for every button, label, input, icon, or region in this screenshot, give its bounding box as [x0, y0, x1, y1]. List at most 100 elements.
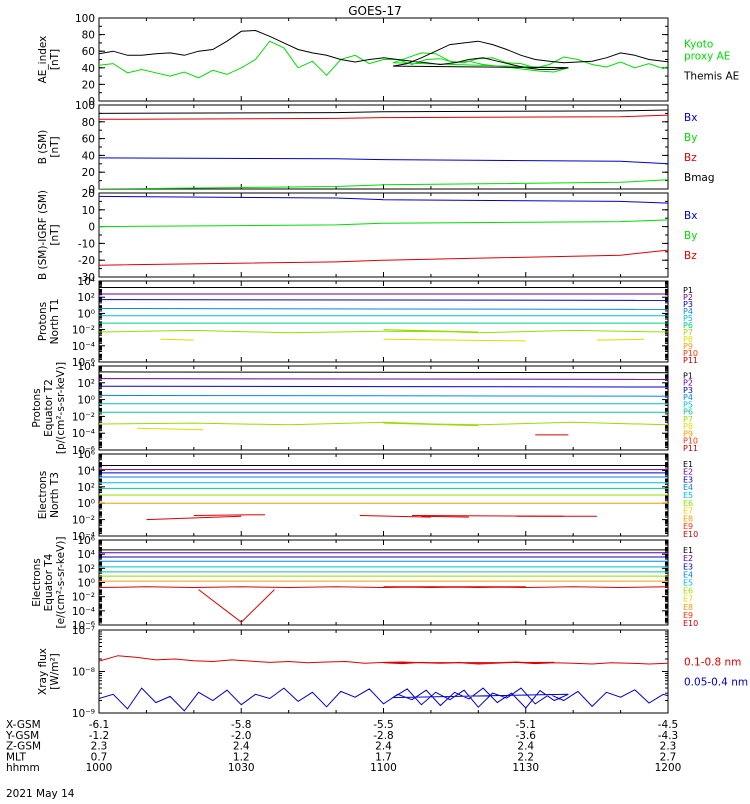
x-axis-row-value: 1030: [228, 762, 255, 774]
legend-entry: E5: [683, 491, 693, 500]
x-axis-row-value: -6.1: [89, 719, 110, 731]
y-tick-label: 10⁻⁶: [72, 357, 95, 369]
x-axis-row-value: -5.1: [516, 719, 537, 731]
legend-entry: P6: [683, 321, 693, 330]
legend-entry: E7: [683, 507, 693, 516]
series-p8-segment: [160, 338, 194, 341]
series-by-line: [99, 179, 668, 189]
y-tick-label: 10⁴: [77, 549, 95, 561]
y-axis-label: B (SM)-IGRF (SM): [37, 190, 49, 280]
legend-entry: P7: [683, 415, 693, 424]
plot-area: [99, 195, 668, 266]
series-p3-line: [99, 385, 668, 388]
y-tick-label: 10⁶: [77, 449, 95, 461]
series-p4-line: [99, 308, 668, 310]
x-axis-row-value: 2.7: [660, 751, 677, 763]
series-p1-line: [99, 371, 668, 374]
y-tick-label: 60: [82, 134, 95, 146]
series-0-05-0-4-nm-line: [99, 687, 668, 712]
x-axis-row-value: 2.2: [517, 751, 534, 763]
series-e9-segment: [421, 515, 469, 518]
legend-entry: Bx: [684, 112, 697, 124]
y-tick-label: 10⁰: [77, 308, 95, 320]
legend-entry: P6: [683, 408, 693, 417]
series-by-line: [99, 219, 668, 228]
legend-entry: P9: [683, 342, 693, 351]
y-tick-label: -10: [78, 238, 95, 250]
y-tick-label: 10⁻²: [72, 325, 95, 337]
y-axis-label: Xray flux: [37, 648, 49, 695]
chart-title: GOES-17: [348, 4, 402, 18]
y-tick-label: 10: [82, 205, 95, 217]
y-axis-label: [nT]: [49, 49, 61, 70]
x-axis-row-value: 2.3: [91, 741, 108, 753]
legend-entry: E8: [683, 514, 693, 523]
plot-area: [99, 371, 668, 436]
x-axis-row-value: -5.5: [373, 719, 394, 731]
legend-entry: P11: [683, 356, 698, 365]
y-tick-label: 10⁻⁶: [72, 620, 95, 632]
series-bx-line: [99, 157, 668, 165]
legend-entry: P10: [683, 349, 698, 358]
legend-entry: E7: [683, 595, 693, 604]
y-tick-label: 0: [88, 184, 95, 196]
series-p8-segment: [596, 338, 645, 341]
legend-entry: P11: [683, 444, 698, 453]
panel-xray-flux: 10⁻⁹ 10⁻⁸ 10⁻⁷ Xray flux [W/m²] 0.1-0.8 nm 0.0…: [37, 625, 748, 720]
series-p8-segment: [383, 338, 526, 342]
y-tick-label: 10⁻⁷: [72, 625, 95, 637]
y-tick-label: 0: [88, 222, 95, 234]
y-tick-label: 20: [82, 79, 95, 91]
legend-entry: P7: [683, 328, 693, 337]
plot-area: [99, 465, 668, 521]
y-axis-label: [p/(cm²-s-sr-keV)]: [55, 362, 67, 454]
y-tick-label: 10²: [77, 482, 95, 494]
y-tick-label: 10²: [77, 292, 95, 304]
series-p8-segment: [136, 427, 204, 431]
y-tick-label: 0: [88, 96, 95, 108]
legend-entry: E3: [683, 475, 693, 484]
y-axis-label: Electrons: [37, 471, 49, 520]
y-axis-label: [W/m²]: [49, 653, 61, 690]
legend-entry: P9: [683, 429, 693, 438]
y-axis-label: Electrons: [31, 558, 43, 607]
y-tick-label: 10⁴: [77, 465, 95, 477]
y-tick-label: 10⁻²: [72, 592, 95, 604]
legend-entry: By: [684, 132, 697, 144]
series-p7-line: [99, 421, 668, 427]
y-tick-label: 10⁻⁴: [72, 428, 95, 440]
y-axis-label: AE_index: [37, 36, 49, 84]
y-axis-label: [nT]: [49, 136, 61, 157]
legend-entry: E1: [683, 460, 693, 469]
x-axis-row-value: 1.7: [375, 751, 392, 763]
legend-entry: P4: [683, 393, 693, 402]
y-tick-label: 40: [82, 63, 95, 75]
series-p3-line: [99, 299, 668, 301]
legend-entry: E10: [683, 619, 698, 628]
y-tick-label: 10⁻⁹: [72, 708, 95, 720]
y-axis-label: [e/(cm²-s-sr-keV)]: [55, 537, 67, 629]
y-tick-label: 10⁴: [77, 361, 95, 373]
x-axis-row-value: -5.8: [231, 719, 252, 731]
y-tick-label: 10⁻⁸: [72, 667, 95, 679]
legend-entry: P2: [683, 293, 693, 302]
y-tick-label: 10⁻⁴: [72, 341, 95, 353]
y-tick-label: 10²: [77, 563, 95, 575]
legend-entry: E10: [683, 530, 698, 539]
series-p7-line: [99, 329, 668, 334]
x-axis-row-label: MLT: [6, 751, 26, 763]
y-tick-label: 10⁶: [77, 535, 95, 547]
legend-entry: P5: [683, 314, 693, 323]
x-axis-row-value: 2.4: [517, 741, 534, 753]
x-axis-row-value: 1130: [512, 762, 539, 774]
y-axis-label: Equator T2: [43, 379, 55, 437]
y-axis-label: North T1: [49, 299, 61, 345]
legend-entry: proxy AE: [684, 51, 730, 63]
legend-entry: E6: [683, 499, 693, 508]
legend-entry: 0.1-0.8 nm: [684, 657, 741, 669]
x-axis-row-value: 2.4: [233, 741, 250, 753]
y-axis-label: Protons: [31, 388, 43, 427]
